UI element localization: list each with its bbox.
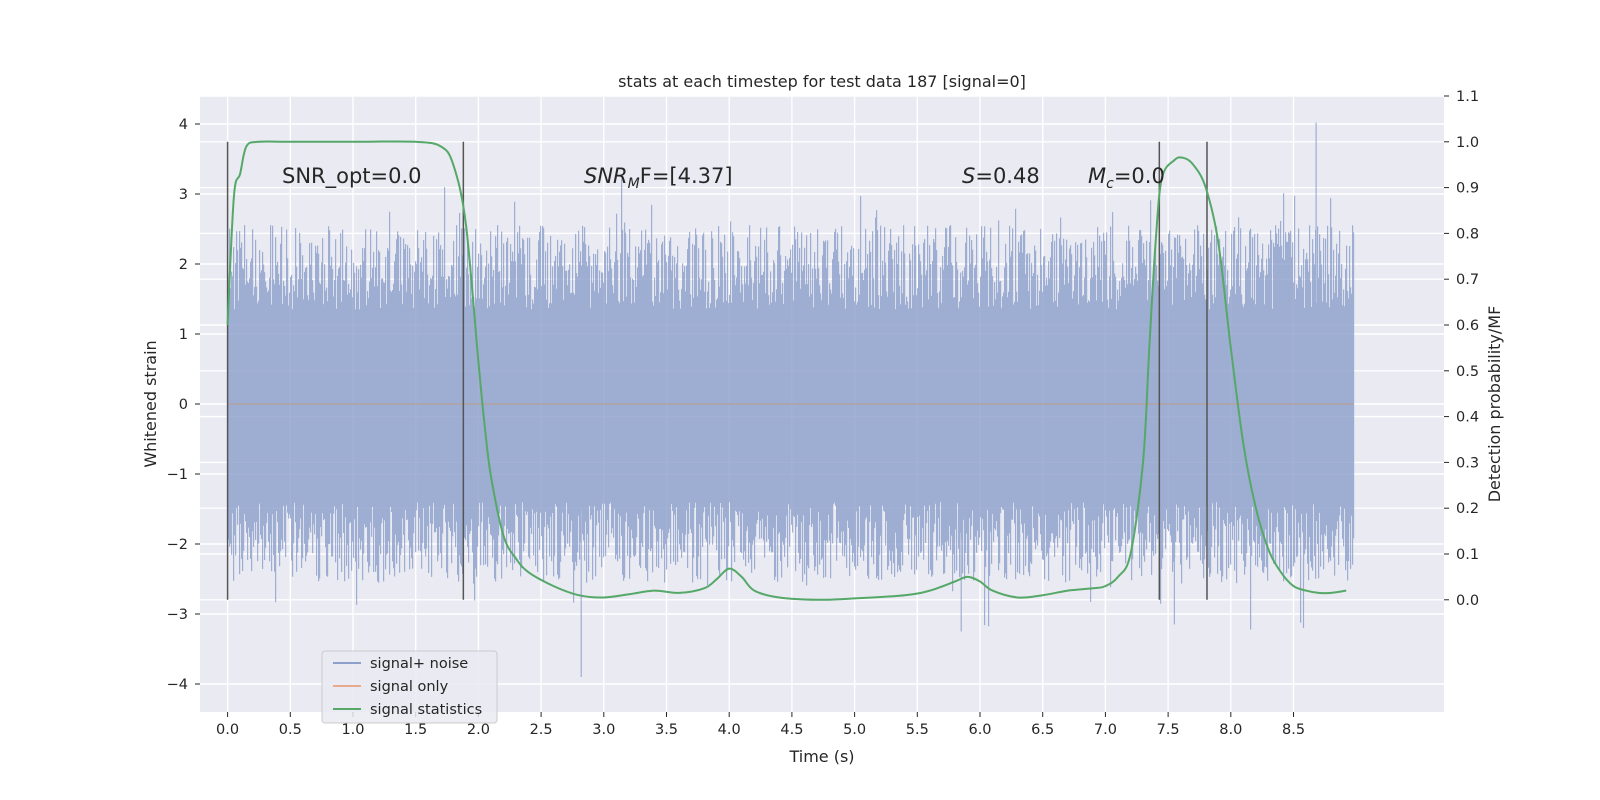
y2-tick-label: 1.1: [1456, 89, 1479, 105]
y2-tick-label: 0.8: [1456, 226, 1479, 242]
y-tick-label: 3: [179, 187, 188, 203]
y2-tick-label: 0.6: [1456, 318, 1479, 334]
x-tick-label: 8.0: [1219, 722, 1242, 738]
x-tick-label: 6.5: [1031, 722, 1054, 738]
legend-box: [321, 650, 498, 724]
y2-axis-ticks: 1.1 1.0 0.9 0.8 0.7 0.6 0.5 0.4 0.3 0.2 0.1 0.0: [1444, 89, 1479, 609]
y2-tick-label: 0.5: [1456, 364, 1479, 380]
x-tick-label: 1.5: [404, 722, 427, 738]
y-axis-ticks: 4 3 2 1 0 −1 −2 −3 −4: [167, 117, 200, 693]
y-tick-label: −4: [167, 677, 188, 693]
snr-mf-main: SNR: [584, 164, 628, 188]
y-tick-label: −2: [167, 537, 188, 553]
y-tick-label: 2: [179, 257, 188, 273]
x-tick-label: 4.0: [718, 722, 741, 738]
snr-mf-value: F=[4.37]: [640, 164, 733, 188]
plot-content: [226, 122, 1355, 677]
y-tick-label: 0: [179, 397, 188, 413]
y-axis-label: Whitened strain: [141, 340, 160, 467]
s-value: =0.48: [975, 164, 1039, 188]
legend-label-signal-plus-noise: signal+ noise: [370, 656, 468, 672]
y2-axis-label: Detection probability/MF: [1485, 306, 1504, 503]
x-tick-label: 3.5: [655, 722, 678, 738]
x-tick-label: 2.0: [467, 722, 490, 738]
x-tick-label: 0.5: [279, 722, 302, 738]
signal-statistics-series: [226, 140, 1347, 601]
legend: signal+ noise signal only signal statist…: [321, 650, 498, 724]
x-tick-label: 5.5: [906, 722, 929, 738]
y-tick-label: 4: [179, 117, 188, 133]
x-tick-label: 7.0: [1094, 722, 1117, 738]
snr-mf-subscript: M: [628, 176, 640, 192]
mc-subscript: c: [1106, 176, 1114, 192]
x-tick-label: 3.0: [592, 722, 615, 738]
chart-title: stats at each timestep for test data 187…: [618, 72, 1026, 91]
detection-boundaries: [226, 141, 1208, 600]
snr-opt-annotation: SNR_opt=0.0: [282, 164, 422, 189]
y2-tick-label: 0.3: [1456, 455, 1479, 471]
snr-mf-annotation: SNRMF=[4.37]: [584, 164, 733, 192]
mc-annotation: Mc=0.0: [1088, 164, 1165, 192]
y2-tick-label: 0.7: [1456, 272, 1479, 288]
legend-label-signal-only: signal only: [370, 679, 449, 695]
x-tick-label: 4.5: [780, 722, 803, 738]
x-tick-label: 6.0: [968, 722, 991, 738]
mc-value: =0.0: [1114, 164, 1165, 188]
y2-tick-label: 0.4: [1456, 410, 1479, 426]
x-tick-label: 1.0: [341, 722, 364, 738]
x-axis-ticks: 0.0 0.5 1.0 1.5 2.0 2.5 3.0 3.5 4.0 4.5 5.0 5.5 6.0 6…: [216, 712, 1305, 738]
y2-tick-label: 0.2: [1456, 501, 1479, 517]
x-tick-label: 5.0: [843, 722, 866, 738]
legend-label-signal-statistics: signal statistics: [370, 702, 482, 718]
y-tick-label: −1: [167, 467, 188, 483]
x-tick-label: 2.5: [530, 722, 553, 738]
x-tick-label: 8.5: [1282, 722, 1305, 738]
s-annotation: S=0.48: [962, 164, 1040, 188]
y2-tick-label: 1.0: [1456, 135, 1479, 151]
s-variable: S: [962, 164, 975, 188]
y2-tick-label: 0.1: [1456, 547, 1479, 563]
mc-main: M: [1088, 164, 1106, 188]
y2-tick-label: 0.0: [1456, 593, 1479, 609]
x-tick-label: 0.0: [216, 722, 239, 738]
x-tick-label: 7.5: [1157, 722, 1180, 738]
y2-tick-label: 0.9: [1456, 181, 1479, 197]
y-tick-label: 1: [179, 327, 188, 343]
x-axis-label: Time (s): [788, 747, 854, 766]
y-tick-label: −3: [167, 607, 188, 623]
